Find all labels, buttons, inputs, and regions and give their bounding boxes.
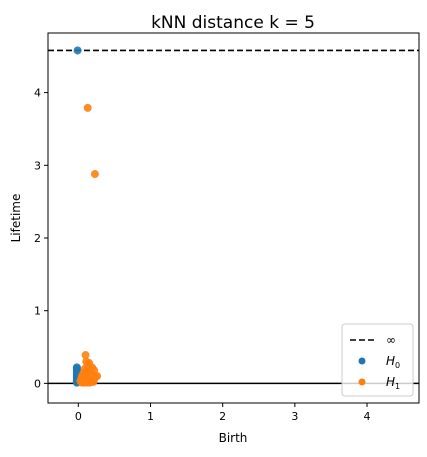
- h1-point: [90, 170, 99, 179]
- legend-box: [341, 323, 414, 397]
- h1-point: [87, 369, 96, 378]
- plot-frame: [47, 32, 420, 404]
- legend-inf-label: ∞: [386, 333, 396, 347]
- y-tick-label: 2: [34, 232, 41, 245]
- x-tick-label: 0: [75, 410, 82, 423]
- x-tick-label: 3: [291, 410, 298, 423]
- y-tick-label: 0: [34, 377, 41, 390]
- x-axis-label: Birth: [219, 431, 248, 445]
- h1-point: [83, 103, 92, 112]
- y-tick-label: 1: [34, 305, 41, 318]
- y-tick-label: 3: [34, 159, 41, 172]
- y-axis-label: Lifetime: [9, 194, 23, 243]
- axes: 0 1 2 3 4 0 1 2 3 4: [34, 87, 371, 423]
- h0-point: [73, 46, 82, 55]
- legend-h1-subscript: 1: [395, 382, 400, 391]
- legend-h1-swatch: [358, 378, 366, 386]
- y-tick-label: 4: [34, 87, 41, 100]
- x-tick-label: 4: [364, 410, 371, 423]
- legend-h0-swatch: [358, 357, 366, 365]
- x-tick-label: 2: [219, 410, 226, 423]
- h1-point: [81, 351, 90, 360]
- legend-h0-subscript: 0: [395, 361, 400, 370]
- h1-point: [85, 378, 94, 387]
- chart-title: kNN distance k = 5: [151, 13, 315, 33]
- x-tick-label: 1: [147, 410, 154, 423]
